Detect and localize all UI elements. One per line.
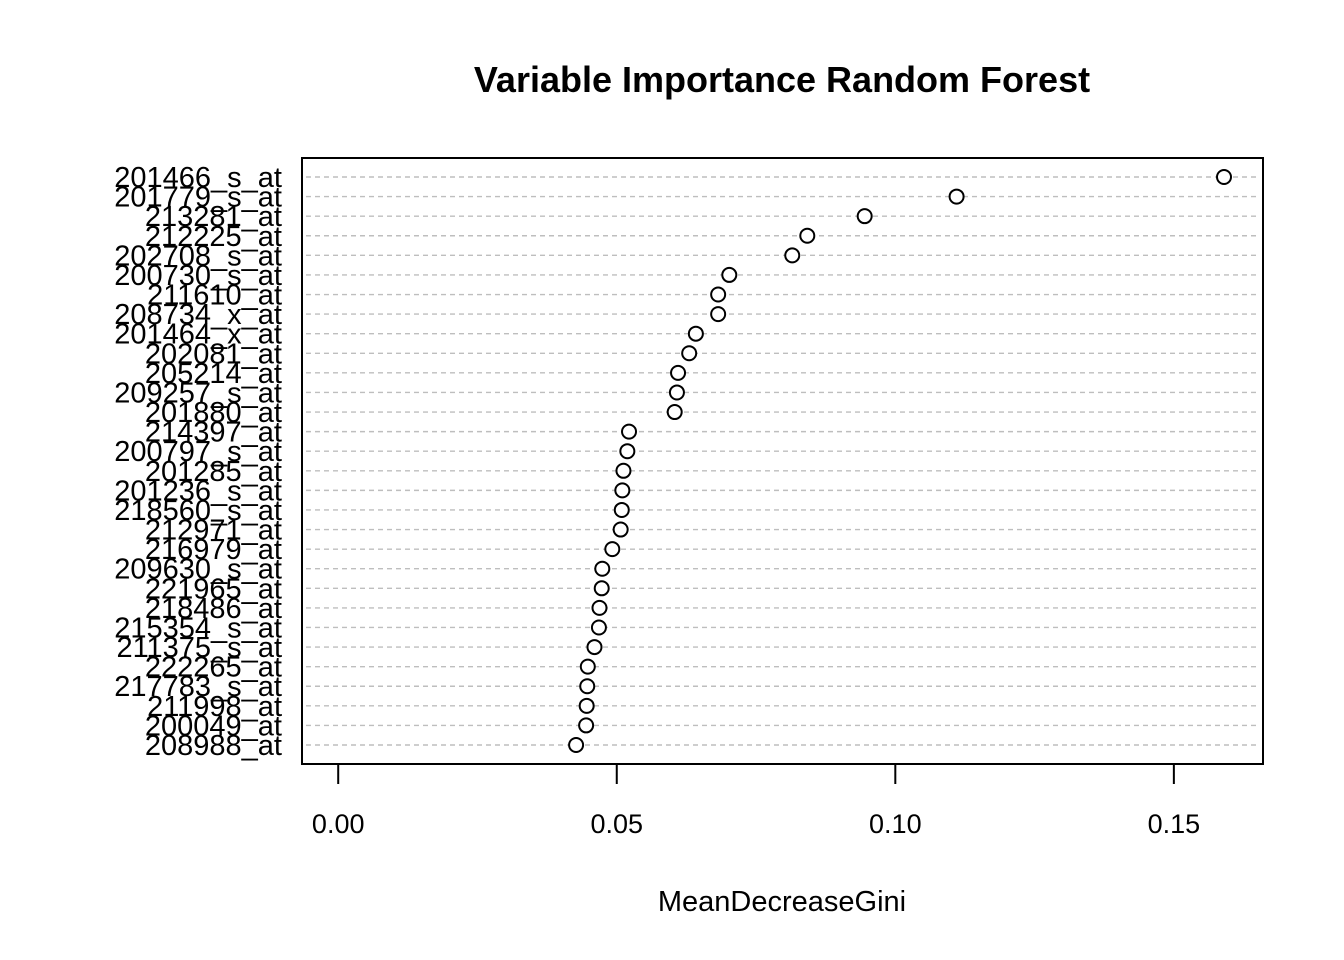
y-tick-label: 209257_s_at — [114, 377, 282, 409]
data-point — [591, 599, 608, 616]
y-tick-label: 202081_at — [145, 338, 282, 370]
data-point — [568, 737, 585, 753]
x-tick-label: 0.05 — [590, 809, 643, 839]
y-tick-labels: 201466_s_at201779_s_at213281_at212225_at… — [114, 162, 282, 762]
y-tick-label: 211998_at — [147, 691, 282, 723]
data-point — [856, 208, 873, 225]
data-point — [721, 266, 738, 283]
y-tick-label: 208734_x_at — [114, 299, 282, 331]
data-point — [687, 325, 704, 342]
data-point — [1216, 169, 1233, 185]
data-point — [594, 560, 611, 577]
data-point — [579, 658, 596, 675]
grid-lines — [306, 176, 1259, 746]
y-tick-label: 201779_s_at — [114, 182, 282, 214]
data-point — [784, 247, 801, 264]
data-point — [710, 286, 727, 303]
y-tick-label: 211375_s_at — [116, 632, 282, 664]
data-point — [615, 462, 632, 479]
y-tick-label: 212971_at — [145, 515, 282, 547]
y-tick-label: 208988_at — [145, 730, 282, 762]
y-tick-label: 215354_s_at — [114, 612, 282, 644]
data-point — [666, 404, 683, 421]
y-tick-label: 201466_s_at — [114, 162, 282, 194]
x-tick-label: 0.10 — [869, 809, 922, 839]
data-points — [568, 169, 1233, 753]
y-tick-label: 201464_x_at — [114, 319, 282, 351]
chart-title: Variable Importance Random Forest — [474, 59, 1090, 100]
y-tick-label: 201880_at — [145, 397, 282, 429]
data-point — [578, 697, 595, 714]
data-point — [612, 521, 629, 538]
y-tick-label: 213281_at — [145, 201, 282, 233]
y-tick-label: 212225_at — [145, 221, 282, 253]
data-point — [668, 384, 685, 401]
x-axis-label: MeanDecreaseGini — [658, 886, 906, 918]
y-tick-label: 200797_s_at — [114, 436, 282, 468]
data-point — [604, 541, 621, 558]
data-point — [590, 619, 607, 636]
y-tick-label: 218486_at — [145, 593, 282, 625]
data-point — [948, 188, 965, 205]
y-tick-label: 211610_at — [147, 280, 282, 312]
data-point — [614, 482, 631, 499]
y-tick-label: 201236_s_at — [114, 475, 282, 507]
y-tick-label: 202708_s_at — [114, 240, 282, 272]
data-point — [619, 443, 636, 460]
data-point — [670, 364, 687, 381]
y-tick-label: 218560_s_at — [114, 495, 282, 527]
data-point — [613, 501, 630, 518]
y-tick-label: 221965_at — [145, 573, 282, 605]
plot-box — [301, 157, 1264, 765]
data-point — [578, 717, 595, 734]
y-tick-label: 201285_at — [145, 456, 282, 488]
data-point — [586, 639, 603, 656]
y-tick-label: 216979_at — [145, 534, 282, 566]
data-point — [593, 580, 610, 597]
y-tick-label: 205214_at — [145, 358, 282, 390]
x-tick-label: 0.00 — [312, 809, 365, 839]
data-point — [710, 306, 727, 323]
x-tick-label: 0.15 — [1148, 809, 1201, 839]
y-tick-label: 200730_s_at — [114, 260, 282, 292]
x-axis: 0.00 0.05 0.10 0.15 — [312, 764, 1200, 839]
data-point — [681, 345, 698, 362]
data-point — [799, 227, 816, 244]
y-tick-label: 200049_at — [145, 710, 282, 742]
y-tick-label: 217783_s_at — [114, 671, 282, 703]
y-tick-label: 222265_at — [145, 652, 282, 684]
y-tick-label: 214397_at — [145, 417, 282, 449]
data-point — [621, 423, 638, 440]
y-tick-label: 209630_s_at — [114, 554, 282, 586]
data-point — [579, 678, 596, 695]
